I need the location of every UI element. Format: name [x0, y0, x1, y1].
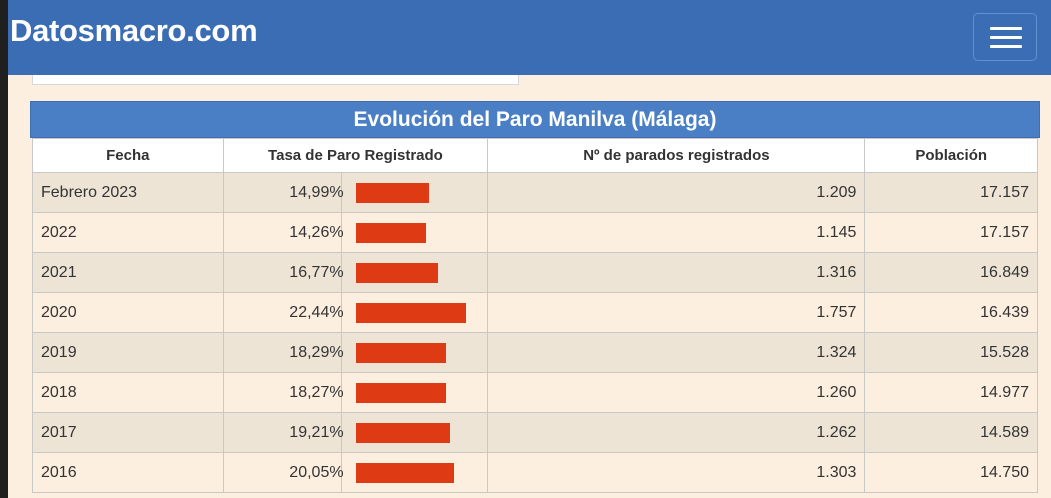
unemployment-table: Fecha Tasa de Paro Registrado Nº de para…	[32, 138, 1038, 493]
cell-tasa: 19,21%	[222, 412, 344, 453]
tasa-bar	[355, 302, 466, 323]
unemployment-table-container: Evolución del Paro Manilva (Málaga) Fech…	[30, 101, 1040, 493]
tasa-value: 22,44%	[289, 303, 344, 321]
tasa-value: 19,21%	[289, 423, 344, 441]
cell-poblacion: 17.157	[864, 212, 1038, 253]
cell-parados: 1.324	[487, 332, 866, 373]
tasa-bar	[355, 222, 426, 243]
cell-poblacion: 14.589	[864, 412, 1038, 453]
column-header-tasa: Tasa de Paro Registrado	[222, 138, 489, 173]
column-header-poblacion: Población	[864, 138, 1038, 173]
table-caption: Evolución del Paro Manilva (Málaga)	[30, 101, 1040, 138]
cell-tasa-bar	[340, 452, 489, 493]
cell-parados: 1.209	[487, 172, 866, 213]
cell-tasa: 16,77%	[222, 252, 344, 293]
tasa-value: 14,99%	[289, 183, 344, 201]
cell-fecha: 2019	[32, 332, 224, 373]
cell-tasa-bar	[340, 372, 489, 413]
table-row: 2019 18,29% 1.324 15.528	[32, 332, 1038, 373]
tasa-value: 18,27%	[289, 383, 344, 401]
table-row: 2016 20,05% 1.303 14.750	[32, 452, 1038, 493]
screen-edge	[0, 0, 8, 498]
tasa-value: 18,29%	[289, 343, 344, 361]
cell-tasa-bar	[340, 212, 489, 253]
tasa-bar	[355, 382, 446, 403]
tasa-value: 14,26%	[289, 223, 344, 241]
cell-fecha: 2021	[32, 252, 224, 293]
cell-poblacion: 16.439	[864, 292, 1038, 333]
table-row: 2018 18,27% 1.260 14.977	[32, 372, 1038, 413]
tasa-bar	[355, 342, 446, 363]
cell-poblacion: 14.977	[864, 372, 1038, 413]
menu-bar-line	[990, 45, 1022, 48]
cell-poblacion: 16.849	[864, 252, 1038, 293]
column-header-fecha: Fecha	[32, 138, 224, 173]
cell-parados: 1.262	[487, 412, 866, 453]
cell-fecha: 2022	[32, 212, 224, 253]
cell-fecha: 2018	[32, 372, 224, 413]
cell-tasa: 14,26%	[222, 212, 344, 253]
menu-button[interactable]	[973, 13, 1037, 61]
site-header: Datosmacro.com	[0, 0, 1051, 75]
cell-tasa-bar	[340, 412, 489, 453]
cell-tasa-bar	[340, 252, 489, 293]
tasa-bar	[355, 262, 438, 283]
table-header-row: Fecha Tasa de Paro Registrado Nº de para…	[32, 138, 1038, 173]
cell-fecha: Febrero 2023	[32, 172, 224, 213]
cell-tasa-bar	[340, 292, 489, 333]
cell-parados: 1.757	[487, 292, 866, 333]
cell-tasa: 18,27%	[222, 372, 344, 413]
cell-tasa: 22,44%	[222, 292, 344, 333]
cell-poblacion: 15.528	[864, 332, 1038, 373]
cell-fecha: 2016	[32, 452, 224, 493]
tasa-bar	[355, 462, 454, 483]
tasa-bar	[355, 422, 450, 443]
cell-tasa: 20,05%	[222, 452, 344, 493]
cell-parados: 1.145	[487, 212, 866, 253]
search-box-fragment	[32, 75, 519, 85]
cell-parados: 1.260	[487, 372, 866, 413]
cell-parados: 1.303	[487, 452, 866, 493]
cell-tasa-bar	[340, 172, 489, 213]
cell-fecha: 2017	[32, 412, 224, 453]
tasa-bar	[355, 182, 429, 203]
table-row: 2021 16,77% 1.316 16.849	[32, 252, 1038, 293]
cell-tasa-bar	[340, 332, 489, 373]
menu-bar-line	[990, 36, 1022, 39]
tasa-value: 16,77%	[289, 263, 344, 281]
menu-bar-line	[990, 27, 1022, 30]
cell-poblacion: 17.157	[864, 172, 1038, 213]
column-header-parados: Nº de parados registrados	[487, 138, 866, 173]
cell-fecha: 2020	[32, 292, 224, 333]
table-row: Febrero 2023 14,99% 1.209 17.157	[32, 172, 1038, 213]
cell-tasa: 14,99%	[222, 172, 344, 213]
table-row: 2020 22,44% 1.757 16.439	[32, 292, 1038, 333]
cell-tasa: 18,29%	[222, 332, 344, 373]
site-logo[interactable]: Datosmacro.com	[10, 13, 258, 48]
table-row: 2022 14,26% 1.145 17.157	[32, 212, 1038, 253]
tasa-value: 20,05%	[289, 463, 344, 481]
cell-parados: 1.316	[487, 252, 866, 293]
cell-poblacion: 14.750	[864, 452, 1038, 493]
table-row: 2017 19,21% 1.262 14.589	[32, 412, 1038, 453]
